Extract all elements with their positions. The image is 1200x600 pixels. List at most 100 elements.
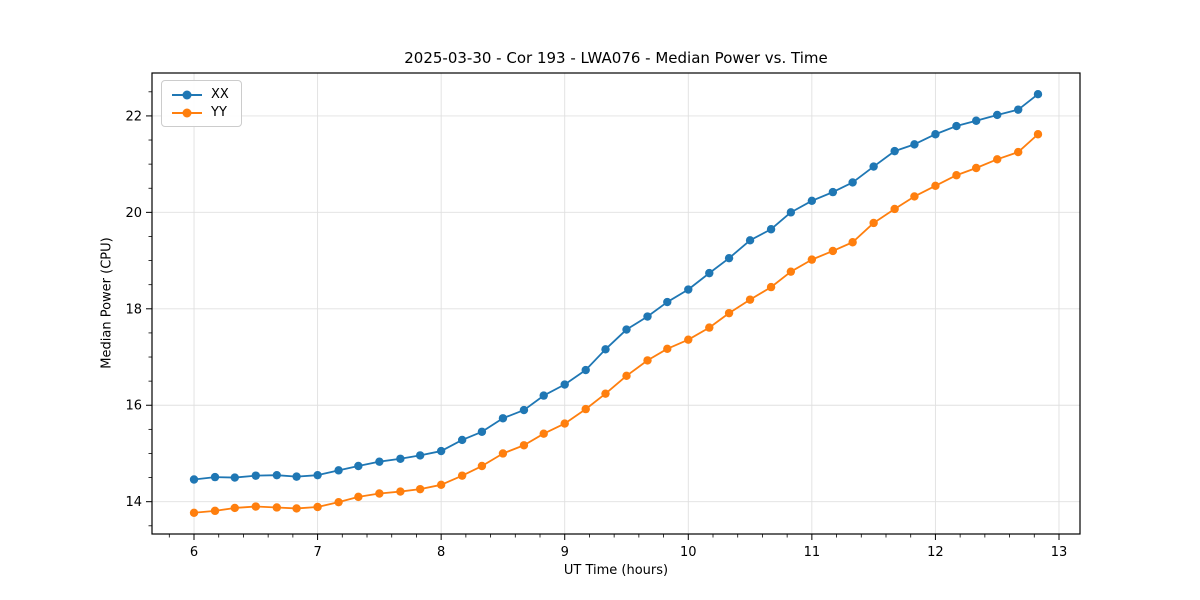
plot-border [151,72,1081,535]
data-point-xx [581,365,590,375]
data-point-yy [643,356,652,365]
data-point-xx [1014,105,1023,114]
data-point-xx [1033,90,1043,99]
data-point-xx [560,380,569,389]
data-point-xx [952,121,961,131]
data-point-xx [972,116,981,125]
data-point-yy [1033,130,1043,139]
data-point-xx [272,470,282,480]
x-tick-label: 9 [561,545,569,560]
data-point-xx [251,471,260,480]
data-point-xx [519,405,529,415]
data-point-xx [993,110,1002,120]
legend-item-xx: XX [172,88,229,101]
data-point-yy [436,480,446,490]
x-tick-label: 8 [437,545,445,560]
y-tick-label: 18 [125,302,142,317]
y-axis-label: Median Power (CPU) [99,237,115,369]
data-point-yy [931,181,940,191]
data-point-yy [724,308,734,318]
data-point-xx [828,187,838,197]
x-tick-label: 13 [1051,545,1068,560]
data-point-yy [869,218,878,228]
data-point-yy [766,282,776,292]
x-tick-label: 11 [804,545,821,560]
data-point-xx [292,472,301,481]
data-point-xx [890,146,899,156]
legend-dot-xx [182,90,192,99]
data-point-xx [786,208,796,217]
data-point-xx [931,130,940,139]
legend-marker-yy [172,108,202,117]
data-point-xx [396,454,405,463]
data-point-yy [415,484,425,494]
legend-dot-yy [182,108,192,117]
data-point-xx [684,285,693,294]
data-point-xx [910,140,919,149]
data-point-yy [890,204,899,214]
data-point-yy [519,441,529,450]
data-point-yy [292,504,301,513]
data-point-xx [189,475,199,484]
data-point-xx [869,162,878,171]
data-point-xx [622,325,631,334]
data-point-yy [910,192,919,201]
data-point-yy [272,503,282,512]
data-point-xx [477,427,487,436]
data-point-yy [972,163,981,173]
x-tick-label: 10 [680,545,697,560]
data-point-yy [313,502,322,512]
data-point-yy [230,503,239,513]
data-point-yy [251,502,260,511]
data-point-yy [705,323,714,332]
x-tick-label: 7 [313,545,321,560]
data-point-yy [457,471,467,480]
data-point-yy [581,404,590,414]
data-point-xx [724,253,734,263]
data-point-yy [786,267,796,276]
data-point-yy [993,155,1002,164]
data-point-xx [705,268,714,278]
data-point-xx [230,473,239,482]
data-point-yy [477,461,487,471]
data-point-xx [766,225,776,234]
data-point-xx [643,312,652,321]
legend: XX YY [161,80,242,127]
data-point-yy [663,344,672,354]
data-point-xx [848,178,857,187]
data-point-yy [354,492,363,502]
data-point-yy [560,419,569,428]
y-tick-label: 14 [125,495,142,510]
data-point-yy [396,487,405,496]
x-tick-label: 12 [927,545,944,560]
data-point-yy [622,371,631,381]
data-point-xx [334,466,343,475]
data-point-xx [745,236,755,245]
series-line-yy [193,133,1039,514]
legend-label-yy: YY [211,105,227,120]
data-point-yy [1014,147,1023,157]
data-point-xx [457,435,467,445]
data-point-xx [663,297,672,307]
x-axis-label: UT Time (hours) [563,563,669,578]
data-point-xx [601,345,610,354]
legend-item-yy: YY [172,106,229,119]
data-point-xx [210,472,220,482]
data-point-yy [828,246,838,256]
data-point-xx [313,470,322,480]
data-point-xx [539,391,548,400]
data-point-yy [539,429,548,438]
data-point-yy [848,238,857,247]
data-point-yy [334,497,343,507]
data-point-yy [375,489,384,498]
data-point-xx [354,461,363,471]
x-tick-label: 6 [190,545,198,560]
data-point-yy [601,389,610,398]
series-line-xx [193,93,1039,481]
y-tick-label: 16 [125,399,142,414]
data-point-xx [375,457,384,466]
data-point-xx [415,451,425,460]
y-tick-label: 20 [125,206,142,221]
